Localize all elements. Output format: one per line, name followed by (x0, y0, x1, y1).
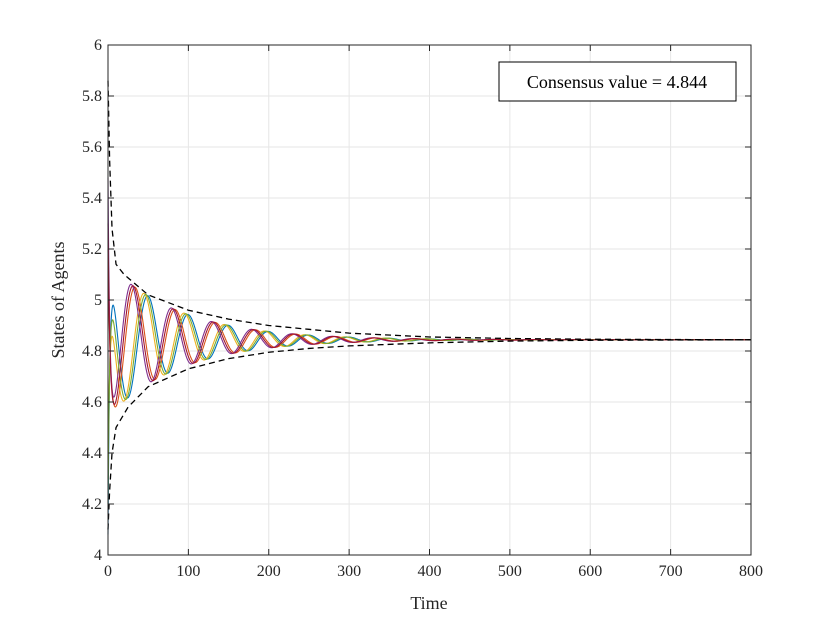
y-tick-label: 5.4 (82, 190, 102, 207)
x-tick-label: 600 (578, 563, 602, 580)
x-tick-label: 800 (739, 563, 763, 580)
y-tick-label: 4 (94, 547, 102, 564)
consensus-annotation: Consensus value = 4.844 (527, 72, 707, 92)
x-tick-label: 700 (659, 563, 683, 580)
series-lines (107, 177, 751, 535)
envelope-lower-line (107, 339, 752, 530)
y-tick-label: 5.8 (82, 88, 102, 105)
y-tick-label: 4.4 (82, 445, 102, 462)
legend-box: Consensus value = 4.844 (498, 61, 737, 102)
x-tick-label: 0 (104, 563, 112, 580)
x-tick-label: 500 (498, 563, 522, 580)
y-tick-label: 5 (94, 292, 102, 309)
agent-series-line-6 (107, 223, 751, 406)
y-tick-label: 5.6 (82, 139, 102, 156)
envelope-upper-line (107, 80, 752, 341)
y-axis-label: States of Agents (48, 242, 68, 359)
x-tick-label: 200 (257, 563, 281, 580)
y-tick-label: 4.6 (82, 394, 102, 411)
x-tick-label: 300 (337, 563, 361, 580)
x-tick-label: 400 (418, 563, 442, 580)
y-tick-label: 4.2 (82, 496, 102, 513)
y-tick-label: 4.8 (82, 343, 102, 360)
envelope-lines (107, 80, 752, 530)
x-axis-label: Time (410, 593, 447, 613)
y-tick-label: 5.2 (82, 241, 102, 258)
x-tick-label: 100 (176, 563, 200, 580)
axis-ticks: 0 100 200 300 400 500 600 700 800 4 4.2 4.4 4.6 4.8 5 5… (82, 37, 763, 580)
y-tick-label: 6 (94, 37, 102, 54)
